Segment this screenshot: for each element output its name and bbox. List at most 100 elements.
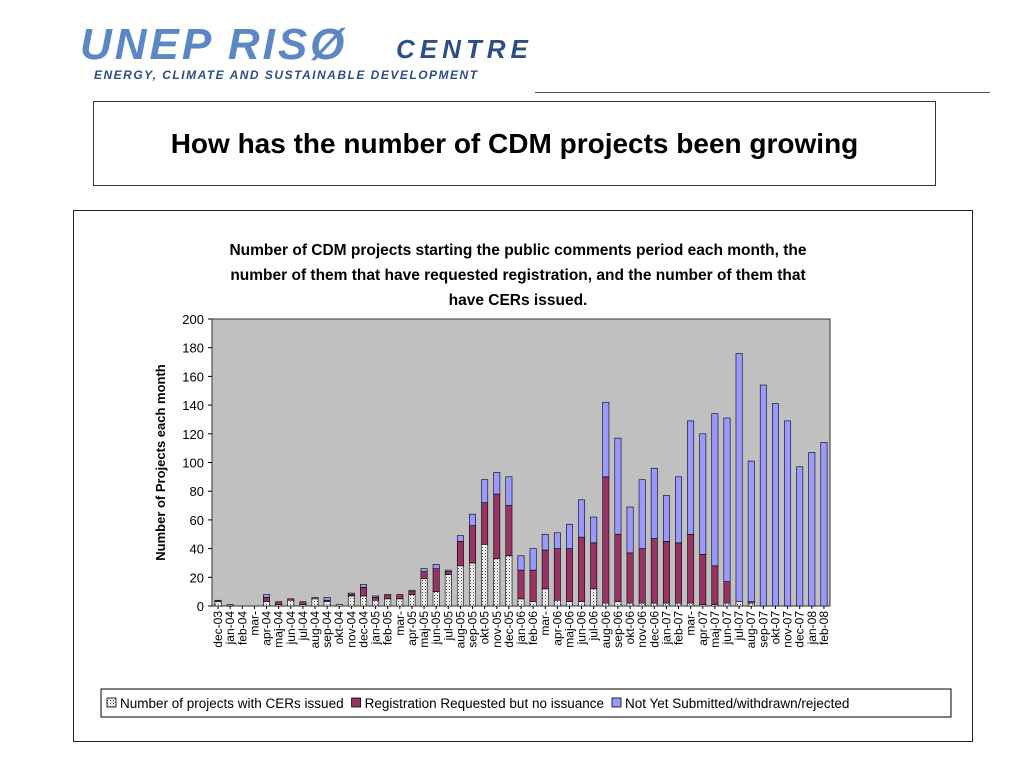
slide-title: How has the number of CDM projects been … (170, 128, 859, 159)
bar-segment-cers-issued (432, 591, 440, 607)
bar-segment-not-yet-submitted (432, 564, 440, 569)
bar-segment-cers-issued (323, 601, 331, 607)
legend-label: Number of projects with CERs issued (120, 696, 344, 711)
y-tick-label: 160 (182, 369, 204, 384)
legend-swatch (106, 697, 117, 708)
x-tick-label: maj-06 (562, 611, 576, 648)
bar-segment-cers-issued (578, 601, 586, 607)
bar-segment-not-yet-submitted (590, 516, 598, 544)
x-tick-label: jan-07 (659, 611, 673, 646)
header-divider (535, 92, 990, 93)
bar-segment-not-yet-submitted (650, 467, 658, 539)
bar-segment-registration-requested (481, 502, 489, 545)
x-tick-label: dec-04 (356, 611, 370, 648)
x-tick-label: jun-05 (429, 611, 443, 646)
x-tick-label: feb-04 (235, 611, 249, 645)
x-tick-label: apr-06 (550, 611, 564, 646)
legend-label: Not Yet Submitted/withdrawn/rejected (625, 696, 849, 711)
bar-segment-registration-requested (650, 538, 658, 604)
x-tick-label: dec-03 (211, 611, 225, 648)
bar-segment-not-yet-submitted (820, 442, 828, 607)
bar-segment-cers-issued (263, 601, 270, 607)
x-tick-label: okt-05 (478, 611, 492, 645)
x-tick-label: maj-05 (417, 611, 431, 648)
bar-segment-cers-issued (469, 562, 476, 607)
bar-segment-cers-issued (638, 602, 646, 607)
x-tick-label: apr-05 (405, 611, 419, 646)
x-tick-label: maj-07 (708, 611, 722, 648)
slide-title-box: How has the number of CDM projects been … (93, 101, 936, 186)
x-tick-label: jan-04 (223, 611, 237, 646)
y-tick-label: 40 (190, 542, 204, 557)
bar-segment-not-yet-submitted (638, 479, 646, 549)
x-tick-label: jun-07 (720, 611, 734, 646)
bar-segment-not-yet-submitted (226, 604, 234, 607)
bar-segment-registration-requested (529, 569, 537, 602)
x-tick-label: okt-04 (332, 611, 346, 645)
bar-segment-cers-issued (481, 543, 489, 607)
x-tick-label: sep-07 (756, 611, 770, 648)
bar-segment-not-yet-submitted (360, 584, 367, 588)
bar-segment-registration-requested (614, 533, 622, 602)
bar-segment-not-yet-submitted (456, 535, 464, 542)
bar-segment-cers-issued (384, 598, 392, 607)
bar-segment-cers-issued (335, 604, 343, 607)
bar-segment-cers-issued (420, 578, 428, 607)
chart-frame: Number of CDM projects starting the publ… (73, 210, 973, 742)
bar-segment-cers-issued (614, 601, 622, 607)
bar-segment-registration-requested (420, 571, 428, 580)
bar-segment-cers-issued (311, 598, 319, 607)
bar-segment-registration-requested (396, 594, 404, 600)
x-tick-label: sep-05 (466, 611, 480, 648)
bar-segment-cers-issued (626, 602, 634, 607)
y-tick-label: 0 (197, 599, 204, 614)
legend-swatch (611, 697, 622, 708)
bar-segment-not-yet-submitted (372, 595, 380, 598)
bar-segment-registration-requested (590, 542, 598, 590)
cdm-projects-chart: Number of CDM projects starting the publ… (100, 242, 952, 718)
bar-segment-not-yet-submitted (481, 479, 489, 503)
bar-segment-not-yet-submitted (263, 594, 270, 598)
bar-segment-not-yet-submitted (408, 589, 416, 592)
bar-segment-cers-issued (735, 601, 743, 607)
bar-segment-not-yet-submitted (796, 466, 804, 607)
bar-segment-cers-issued (408, 594, 416, 607)
bar-segment-cers-issued (723, 602, 731, 607)
bar-segment-not-yet-submitted (808, 452, 816, 607)
bar-segment-not-yet-submitted (735, 353, 743, 602)
x-tick-label: mar- (393, 611, 407, 636)
bar-segment-not-yet-submitted (493, 472, 501, 495)
x-tick-label: jul-04 (296, 611, 310, 642)
y-tick-label: 140 (182, 398, 204, 413)
bar-segment-registration-requested (541, 549, 549, 590)
x-tick-label: feb-08 (817, 611, 831, 645)
bar-segment-registration-requested (263, 597, 270, 602)
bar-segment-not-yet-submitted (602, 401, 610, 478)
bar-segment-registration-requested (602, 476, 610, 604)
y-tick-label: 60 (190, 513, 204, 528)
x-tick-label: okt-06 (623, 611, 637, 645)
bar-segment-not-yet-submitted (469, 513, 476, 526)
x-tick-label: dec-07 (793, 611, 807, 648)
x-tick-label: nov-06 (635, 611, 649, 648)
bar-segment-cers-issued (662, 602, 670, 607)
legend-box (100, 688, 952, 718)
bar-segment-registration-requested (493, 493, 501, 559)
bar-segment-registration-requested (214, 599, 222, 602)
bar-segment-not-yet-submitted (578, 499, 586, 538)
bar-segment-not-yet-submitted (541, 533, 549, 551)
bar-segment-cers-issued (687, 602, 695, 607)
x-tick-label: nov-04 (344, 611, 358, 648)
bar-segment-cers-issued (747, 602, 755, 607)
y-tick-label: 80 (190, 484, 204, 499)
bar-segment-registration-requested (566, 548, 573, 602)
x-tick-label: apr-07 (696, 611, 710, 646)
x-tick-label: okt-07 (768, 611, 782, 645)
x-tick-label: sep-04 (320, 611, 334, 648)
bar-segment-registration-requested (384, 594, 392, 600)
x-tick-label: feb-05 (381, 611, 395, 645)
bar-segment-cers-issued (372, 599, 380, 607)
chart-title-line: number of them that have requested regis… (230, 267, 805, 284)
x-tick-label: jan-06 (514, 611, 528, 646)
bar-segment-not-yet-submitted (675, 476, 682, 544)
